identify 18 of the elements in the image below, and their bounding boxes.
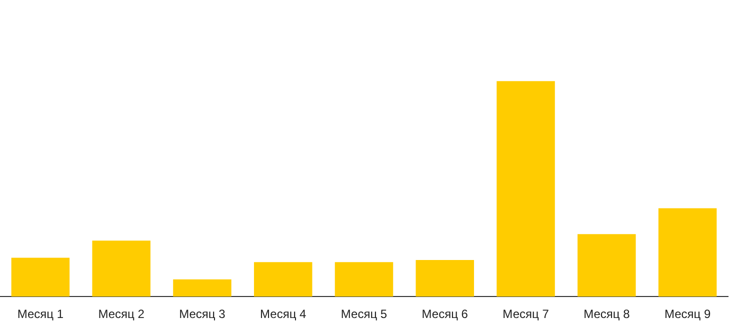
x-tick-label: Месяц 6	[422, 307, 468, 322]
bar	[11, 258, 70, 297]
bar	[578, 234, 636, 297]
x-tick-label: Месяц 8	[584, 307, 630, 322]
x-tick-label: Месяц 7	[502, 307, 550, 322]
x-tick-label: Месяц 1	[17, 307, 64, 322]
bar	[254, 262, 312, 297]
x-tick-label: Месяц 2	[98, 307, 145, 322]
bar	[658, 208, 717, 297]
x-tick-label: Месяц 9	[664, 307, 711, 322]
x-tick-label: Месяц 5	[340, 307, 388, 322]
bar	[416, 260, 474, 297]
x-tick-label: Месяц 3	[179, 307, 226, 322]
x-tick-label: Месяц 4	[260, 307, 307, 322]
bar	[173, 279, 232, 297]
bar	[496, 81, 555, 297]
bar	[334, 262, 394, 297]
bar	[92, 240, 150, 297]
